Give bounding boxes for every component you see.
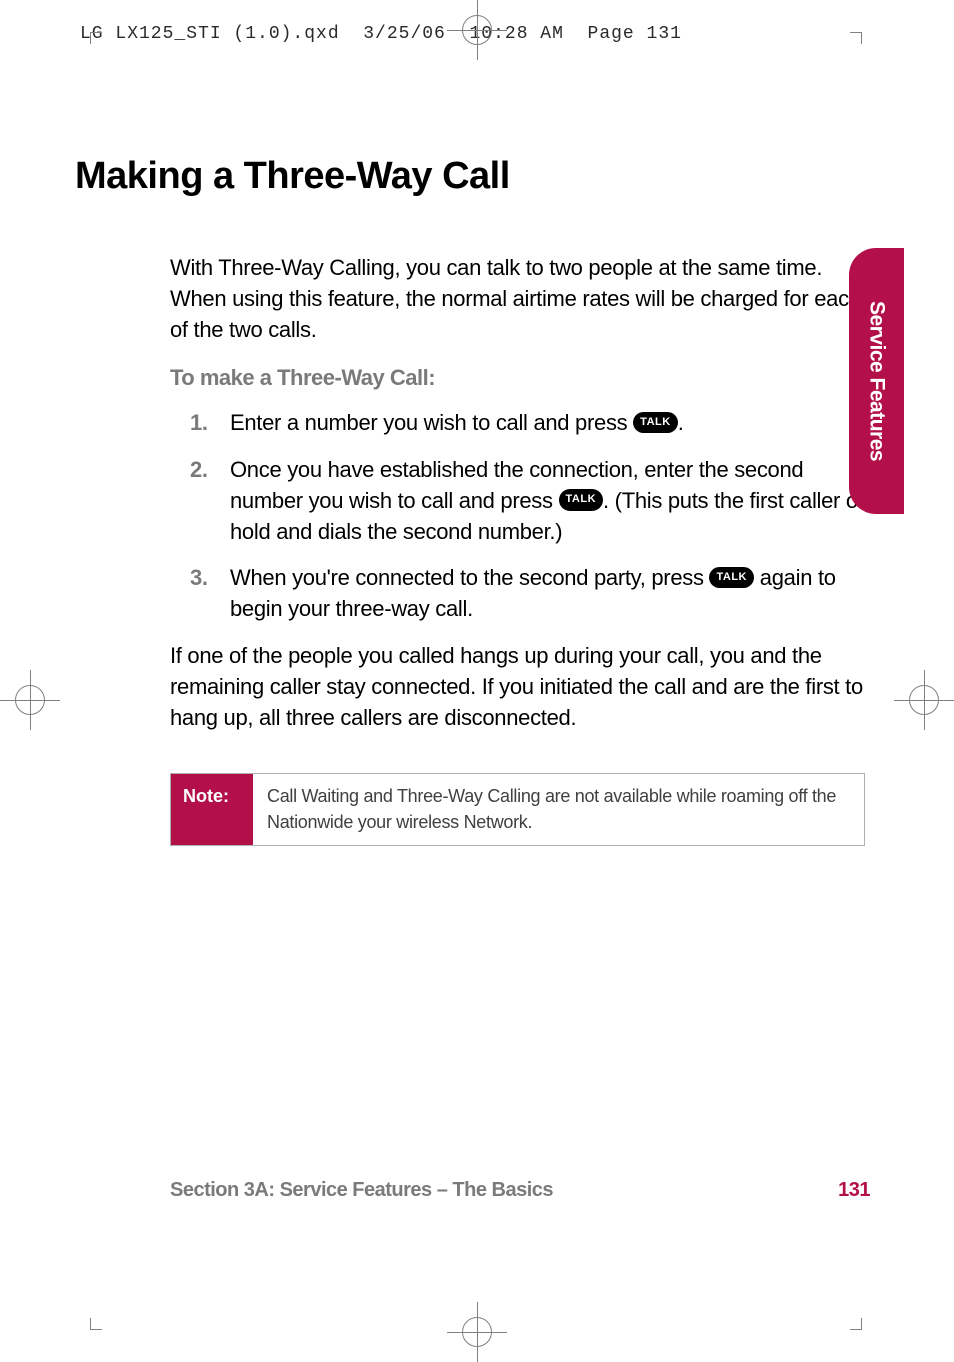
side-tab-label: Service Features	[865, 301, 889, 461]
note-label: Note:	[171, 774, 253, 844]
registration-mark-top	[447, 0, 507, 60]
section-label: Section 3A: Service Features – The Basic…	[170, 1179, 553, 1202]
step-number: 1.	[190, 408, 230, 439]
subheading: To make a Three-Way Call:	[170, 363, 875, 394]
print-header: LG LX125_STI (1.0).qxd 3/25/06 10:28 AM …	[80, 24, 682, 44]
talk-button-icon: TALK	[709, 567, 754, 588]
page-content: Making a Three-Way Call With Three-Way C…	[75, 155, 875, 846]
date: 3/25/06	[363, 24, 446, 44]
page-number: 131	[838, 1179, 870, 1202]
step-text: Once you have established the connection…	[230, 455, 875, 547]
step-1: 1. Enter a number you wish to call and p…	[190, 408, 875, 439]
talk-button-icon: TALK	[559, 489, 604, 510]
crop-mark	[90, 32, 102, 44]
crop-mark	[850, 1318, 862, 1330]
crop-mark	[850, 32, 862, 44]
registration-mark-left	[0, 670, 60, 730]
registration-mark-bottom	[447, 1302, 507, 1362]
registration-mark-right	[894, 670, 954, 730]
step-3: 3. When you're connected to the second p…	[190, 563, 875, 625]
body: With Three-Way Calling, you can talk to …	[170, 253, 875, 733]
talk-button-icon: TALK	[633, 412, 678, 433]
note-text: Call Waiting and Three-Way Calling are n…	[253, 774, 864, 844]
page-title: Making a Three-Way Call	[75, 155, 875, 198]
filename: LG LX125_STI (1.0).qxd	[80, 24, 340, 44]
step-number: 3.	[190, 563, 230, 625]
step-text: When you're connected to the second part…	[230, 563, 875, 625]
note-box: Note: Call Waiting and Three-Way Calling…	[170, 773, 865, 845]
step-2: 2. Once you have established the connect…	[190, 455, 875, 547]
side-tab: Service Features	[849, 248, 904, 514]
intro-paragraph: With Three-Way Calling, you can talk to …	[170, 253, 875, 345]
crop-mark	[90, 1318, 102, 1330]
page-label: Page 131	[588, 24, 682, 44]
step-text: Enter a number you wish to call and pres…	[230, 408, 875, 439]
page-footer: Section 3A: Service Features – The Basic…	[170, 1179, 870, 1202]
outro-paragraph: If one of the people you called hangs up…	[170, 641, 875, 733]
step-number: 2.	[190, 455, 230, 547]
